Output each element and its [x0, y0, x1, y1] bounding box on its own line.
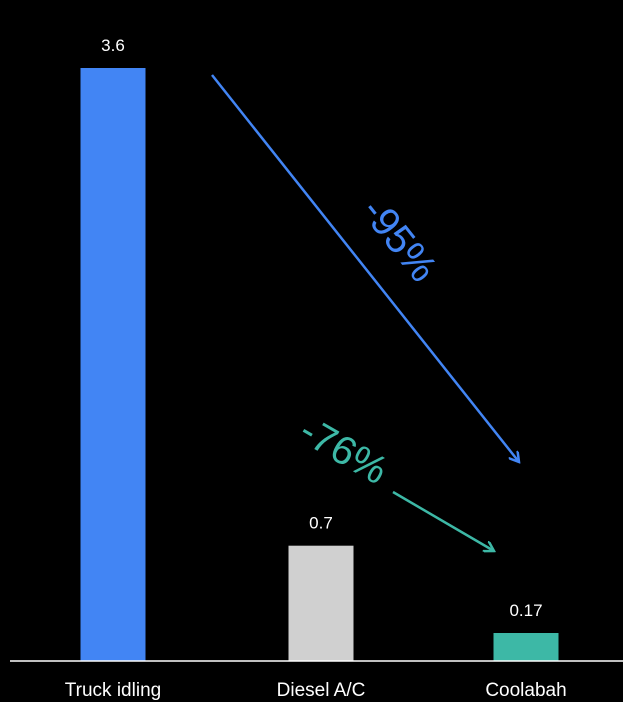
value-label-diesel-a-c: 0.7: [309, 514, 333, 533]
bar-coolabah: [493, 632, 559, 661]
reduction-arrow-76: [392, 490, 494, 551]
category-label-coolabah: Coolabah: [485, 680, 566, 701]
bars-layer: [80, 68, 559, 661]
bar-truck-idling: [80, 68, 146, 661]
reduction-label-76: -76%: [292, 408, 395, 493]
value-label-coolabah: 0.17: [509, 601, 542, 620]
category-label-diesel-a-c: Diesel A/C: [277, 680, 366, 701]
value-label-truck-idling: 3.6: [101, 36, 125, 55]
category-label-truck-idling: Truck idling: [65, 680, 161, 701]
reduction-label-95: -95%: [353, 190, 445, 291]
bar-diesel-a-c: [288, 545, 354, 661]
reduction-arrow-95: [211, 74, 519, 462]
annotations-layer: -95% -76%: [211, 74, 519, 551]
labels-layer: 3.6 Truck idling 0.7 Diesel A/C 0.17 Coolabah: [65, 36, 567, 701]
